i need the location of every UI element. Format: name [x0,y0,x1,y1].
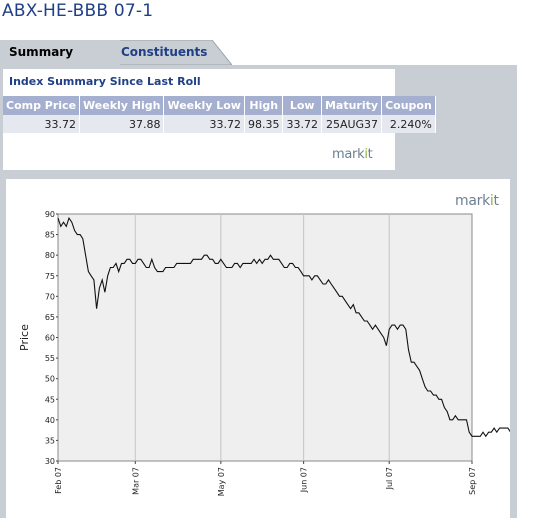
y-tick-label: 70 [45,292,55,301]
table-row: 33.72 37.88 33.72 98.35 33.72 25AUG37 2.… [3,115,436,133]
y-tick-label: 80 [45,251,55,260]
maturity-cell: 25AUG37 [321,115,383,133]
markit-logo: markit [332,147,373,162]
summary-table: Comp Price Weekly High Weekly Low High L… [3,96,436,133]
y-tick-label: 35 [45,436,55,445]
x-tick-label: Sep 07 [468,467,477,495]
tab-summary[interactable]: Summary [0,40,120,65]
price-series-line [57,216,510,438]
column-header: Comp Price [3,96,81,115]
y-tick-label: 75 [45,272,55,281]
y-tick-label: 65 [45,313,55,322]
plot-area [57,213,473,462]
y-tick-label: 45 [45,395,55,404]
tab-constituents[interactable]: Constituents [100,40,232,65]
x-tick-label: Jun 07 [300,467,309,493]
tab-shape [0,40,120,65]
y-tick-label: 85 [45,231,55,240]
column-header: Weekly Low [163,96,245,115]
price-chart-panel: 30 35 40 45 50 55 60 65 70 75 80 85 90 Feb 07 Mar 07 Ma… [6,179,510,518]
summary-header-row: Comp Price Weekly High Weekly Low High L… [3,96,436,115]
x-tick-label: May 07 [217,467,226,496]
y-tick-label: 55 [45,354,55,363]
index-summary-box: Index Summary Since Last Roll Comp Price… [3,69,436,170]
column-header: Coupon [381,96,436,115]
comp-price-cell: 33.72 [3,115,81,133]
weekly-low-cell: 33.72 [163,115,245,133]
tab-summary-label: Summary [9,45,74,59]
y-tick-label: 90 [45,210,55,219]
column-header: Low [282,96,322,115]
x-tick-label: Jul 07 [385,467,394,490]
y-axis-label: Price [18,324,31,351]
markit-logo: markit [455,193,499,209]
column-header: Maturity [321,96,383,115]
page-title: ABX-HE-BBB 07-1 [2,1,154,21]
summary-heading: Index Summary Since Last Roll [9,75,201,88]
y-tick-label: 40 [45,416,55,425]
coupon-cell: 2.240% [381,115,436,133]
y-tick-label: 30 [45,457,55,466]
low-cell: 33.72 [282,115,322,133]
price-chart: 30 35 40 45 50 55 60 65 70 75 80 85 90 Feb 07 Mar 07 Ma… [18,210,510,496]
y-tick-label: 50 [45,375,55,384]
x-tick-label: Mar 07 [131,467,140,495]
y-tick-label: 60 [45,334,55,343]
column-header: High [244,96,284,115]
column-header: Weekly High [79,96,165,115]
weekly-high-cell: 37.88 [79,115,165,133]
high-cell: 98.35 [244,115,284,133]
x-tick-label: Feb 07 [54,467,63,494]
tab-constituents-label: Constituents [121,45,208,59]
